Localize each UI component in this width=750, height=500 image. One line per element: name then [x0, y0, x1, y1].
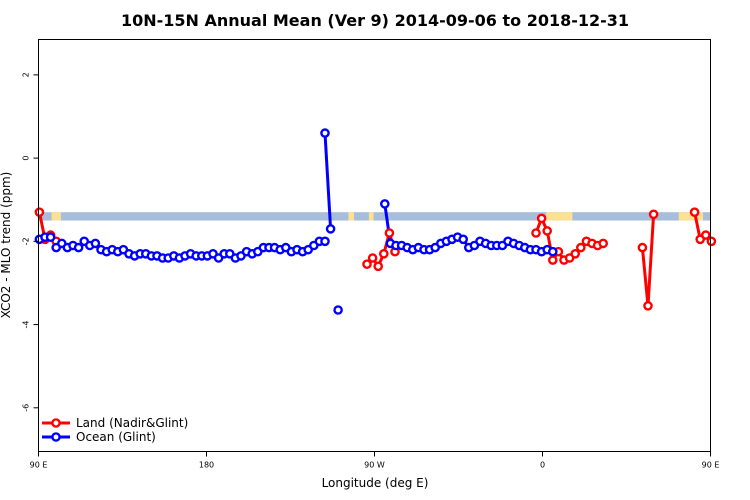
land-data-point — [701, 230, 711, 240]
legend: Land (Nadir&Glint)Ocean (Glint) — [42, 416, 188, 444]
y-axis-label: XCO2 - MLO trend (ppm) — [0, 172, 13, 319]
y-tick-label: -2 — [22, 237, 31, 245]
x-tick-label: 90 W — [364, 461, 385, 470]
land-data-point — [362, 259, 372, 270]
x-tick-label: 90 E — [702, 461, 720, 470]
land-band-segment — [368, 212, 374, 221]
land-legend-label: Land (Nadir&Glint) — [76, 416, 188, 430]
x-axis: 90 E 180 90 W 0 90 E — [30, 451, 720, 470]
x-tick-label: 0 — [540, 461, 545, 470]
land-band-segment — [678, 212, 704, 221]
land-ocean-band — [38, 212, 711, 221]
land-data-point — [706, 236, 717, 247]
x-axis-label: Longitude (deg E) — [322, 476, 429, 490]
ocean-band — [38, 212, 711, 221]
land-data-point — [542, 226, 553, 236]
land-data-point — [548, 255, 558, 265]
y-tick-label: -6 — [22, 404, 31, 412]
y-axis: 2 0 -2 -4 -6 — [22, 72, 39, 412]
x-tick-label: 180 — [199, 461, 214, 470]
land-data-point — [384, 228, 395, 238]
chart-title: 10N-15N Annual Mean (Ver 9) 2014-09-06 t… — [121, 11, 629, 30]
land-legend-marker — [51, 418, 61, 428]
land-data-point — [531, 228, 541, 238]
land-data-point — [643, 300, 653, 311]
ocean-data-point — [73, 242, 84, 253]
x-tick-label: 90 E — [30, 461, 48, 470]
land-data-point — [367, 253, 378, 263]
y-tick-label: -4 — [22, 321, 31, 329]
land-band-segment — [546, 212, 573, 221]
ocean-data-point — [548, 246, 558, 257]
ocean-legend-label: Ocean (Glint) — [76, 430, 156, 444]
land-data-point — [536, 213, 547, 224]
land-data-point — [648, 209, 659, 220]
y-tick-label: 2 — [22, 72, 31, 77]
land-data-point — [378, 248, 389, 259]
ocean-data-point — [333, 305, 343, 315]
land-band-segment — [348, 212, 354, 221]
plot-frame — [38, 39, 711, 452]
land-data-point — [598, 238, 609, 249]
y-tick-label: 0 — [22, 156, 31, 161]
ocean-data-point — [379, 199, 390, 209]
land-data-point — [689, 207, 700, 217]
land-band-segment — [51, 212, 61, 221]
ocean-data-point — [320, 128, 330, 138]
land-data-point — [570, 248, 581, 259]
series-points — [34, 128, 717, 315]
ocean-data-point — [325, 224, 336, 234]
land-data-point — [373, 261, 384, 272]
land-data-point — [637, 242, 648, 253]
land-data-point — [34, 207, 45, 217]
ocean-data-point — [458, 234, 469, 245]
land-data-point — [576, 242, 586, 253]
ocean-data-point — [45, 232, 56, 242]
ocean-data-point — [90, 238, 101, 249]
ocean-legend-marker — [51, 432, 61, 442]
ocean-data-point — [320, 236, 330, 247]
land-series-line — [640, 214, 656, 308]
ocean-series-line — [323, 133, 333, 229]
